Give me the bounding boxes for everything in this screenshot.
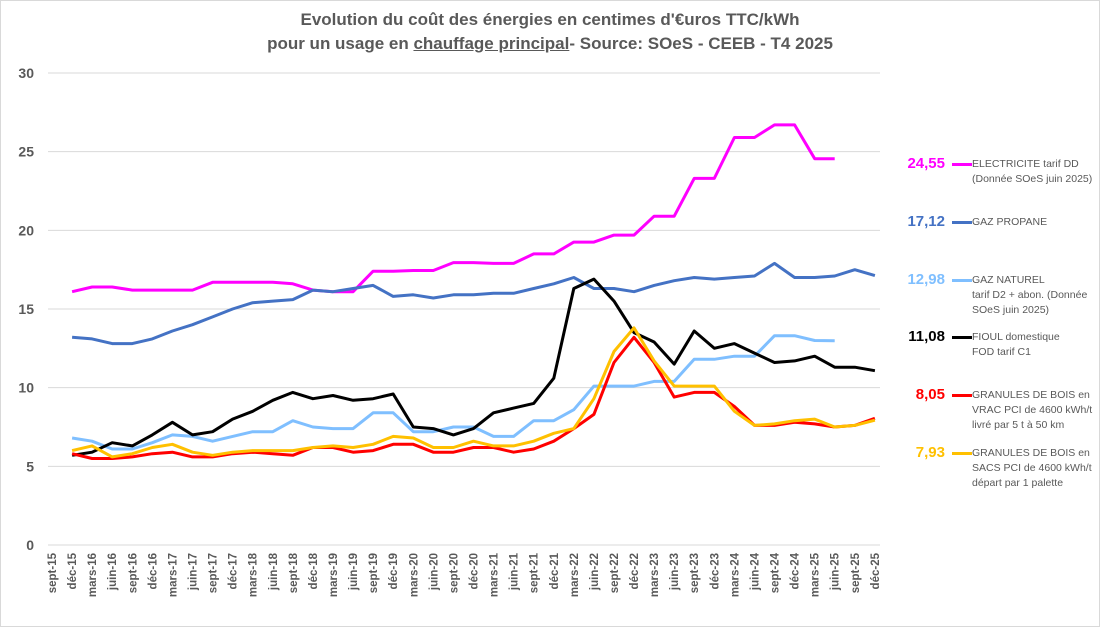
- chart-title: Evolution du coût des énergies en centim…: [0, 8, 1100, 56]
- legend-swatch: [952, 336, 972, 339]
- x-tick-label: juin-20: [428, 553, 440, 591]
- x-tick-label: déc-21: [549, 552, 561, 589]
- y-tick-label: 10: [18, 380, 34, 396]
- series-line: [71, 334, 835, 451]
- x-tick-label: déc-17: [228, 553, 240, 589]
- legend-last-value: 17,12: [907, 213, 945, 230]
- x-tick-label: mars-19: [328, 553, 340, 597]
- x-tick-label: juin-22: [589, 553, 601, 591]
- y-tick-label: 0: [26, 537, 34, 553]
- legend-swatch: [952, 163, 972, 166]
- x-tick-label: déc-22: [629, 553, 641, 589]
- x-tick-label: mars-22: [569, 553, 581, 597]
- series-line: [71, 261, 876, 346]
- x-tick-label: juin-17: [187, 553, 199, 591]
- x-tick-label: sept-15: [47, 552, 59, 593]
- legend-label: FIOUL domestique FOD tarif C1: [972, 331, 1060, 358]
- x-tick-label: déc-16: [147, 553, 159, 589]
- y-tick-label: 20: [18, 222, 34, 238]
- x-tick-label: juin-23: [669, 553, 681, 591]
- x-tick-label: mars-16: [87, 553, 99, 597]
- title-line-2-start: pour un usage en: [267, 34, 414, 53]
- x-tick-label: juin-19: [348, 553, 360, 591]
- legend-label: GAZ NATUREL tarif D2 + abon. (Donnée SOe…: [972, 274, 1088, 316]
- legend-last-value: 8,05: [915, 386, 945, 403]
- x-tick-label: sept-25: [850, 552, 862, 593]
- legend-label: GRANULES DE BOIS en SACS PCI de 4600 kWh…: [972, 447, 1092, 489]
- x-tick-label: sept-24: [770, 552, 782, 593]
- title-line-2-end: - Source: SOeS - CEEB - T4 2025: [569, 34, 833, 53]
- series-line: [71, 335, 876, 460]
- x-tick-label: déc-23: [709, 553, 721, 589]
- series-line: [71, 123, 835, 294]
- x-tick-label: juin-16: [107, 553, 119, 591]
- x-tick-label: mars-17: [167, 553, 179, 597]
- x-tick-label: juin-24: [749, 552, 761, 591]
- x-tick-label: juin-18: [268, 552, 280, 591]
- legend-swatch: [952, 394, 972, 397]
- x-tick-label: sept-21: [529, 552, 541, 593]
- x-tick-label: mars-21: [489, 552, 501, 597]
- x-tick-label: sept-16: [127, 553, 139, 593]
- legend-label: ELECTRICITE tarif DD (Donnée SOeS juin 2…: [972, 158, 1093, 185]
- x-tick-label: sept-19: [368, 553, 380, 593]
- x-tick-label: juin-25: [830, 552, 842, 591]
- x-tick-label: déc-18: [308, 552, 320, 589]
- x-tick-label: sept-18: [288, 552, 300, 593]
- x-tick-label: mars-20: [408, 553, 420, 597]
- x-tick-label: déc-25: [870, 552, 882, 589]
- x-tick-label: sept-23: [689, 553, 701, 593]
- x-tick-label: sept-20: [448, 553, 460, 593]
- x-tick-label: mars-18: [248, 552, 260, 597]
- x-tick-label: sept-22: [609, 553, 621, 593]
- y-tick-label: 25: [18, 144, 34, 160]
- x-tick-label: déc-20: [468, 553, 480, 589]
- legend-swatch: [952, 452, 972, 455]
- x-tick-label: déc-15: [67, 552, 79, 589]
- legend-last-value: 7,93: [915, 444, 945, 461]
- legend-swatch: [952, 221, 972, 224]
- series-line: [71, 277, 876, 457]
- legend-last-value: 24,55: [907, 155, 945, 172]
- y-tick-label: 15: [18, 301, 34, 317]
- legend-label: GAZ PROPANE: [972, 216, 1048, 228]
- y-tick-label: 30: [18, 65, 34, 81]
- x-tick-label: mars-23: [649, 553, 661, 597]
- x-tick-label: sept-17: [208, 553, 220, 593]
- series-line: [71, 326, 876, 459]
- legend-swatch: [952, 279, 972, 282]
- legend-last-value: 12,98: [907, 271, 945, 288]
- legend-label: GRANULES DE BOIS en VRAC PCI de 4600 kWh…: [972, 389, 1093, 431]
- x-tick-label: juin-21: [509, 552, 521, 591]
- title-line-1: Evolution du coût des énergies en centim…: [300, 10, 800, 29]
- x-tick-label: déc-24: [790, 552, 802, 589]
- y-tick-label: 5: [26, 458, 34, 474]
- x-tick-label: mars-24: [729, 552, 741, 597]
- title-underlined: chauffage principal: [413, 34, 570, 53]
- legend-last-value: 11,08: [908, 328, 945, 345]
- title-line-2: pour un usage en chauffage principal- So…: [0, 32, 1100, 56]
- x-tick-label: déc-19: [388, 553, 400, 589]
- x-tick-label: mars-25: [810, 552, 822, 597]
